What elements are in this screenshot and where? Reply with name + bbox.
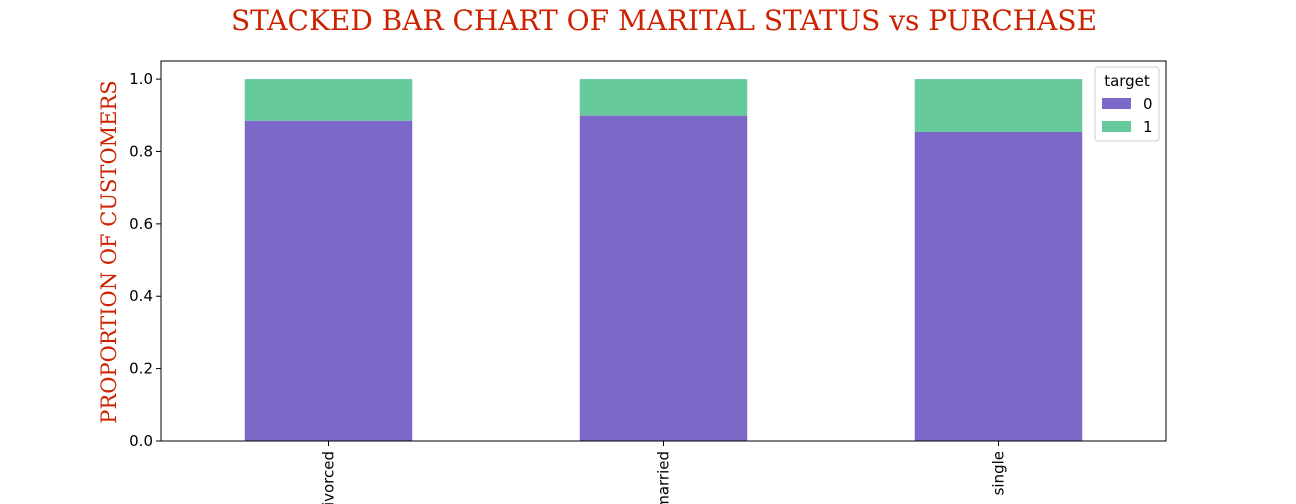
y-tick-label: 0.6 (129, 215, 153, 233)
y-ticks-group: 0.0 0.2 0.4 0.6 0.8 1.0 (129, 70, 161, 450)
y-tick-label: 1.0 (129, 70, 153, 88)
bar-divorced-series-1 (244, 79, 413, 121)
y-tick-label: 0.0 (129, 432, 153, 450)
chart-title: STACKED BAR CHART OF MARITAL STATUS vs P… (231, 4, 1097, 37)
bar-married-series-1 (579, 79, 748, 116)
bar-single-series-1 (914, 79, 1083, 132)
x-ticks-group: divorced married single (320, 441, 1008, 504)
y-tick-label: 0.2 (129, 360, 153, 378)
y-axis-label: PROPORTION OF CUSTOMERS (97, 80, 121, 423)
bar-single-series-0 (914, 131, 1083, 441)
legend: target 0 1 (1094, 66, 1160, 142)
legend-label-1: 1 (1143, 118, 1153, 136)
y-tick-label: 0.4 (129, 287, 153, 305)
x-tick-label: divorced (320, 451, 338, 504)
bar-divorced-series-0 (244, 120, 413, 441)
legend-title: target (1104, 72, 1150, 90)
bar-married-series-0 (579, 115, 748, 442)
x-tick-label: single (990, 451, 1008, 495)
y-tick-label: 0.8 (129, 142, 153, 160)
bars-group (244, 79, 1083, 442)
x-tick-label: married (655, 451, 673, 504)
legend-swatch-1 (1102, 121, 1131, 132)
legend-swatch-0 (1102, 98, 1131, 109)
legend-label-0: 0 (1143, 95, 1153, 113)
plot-frame (160, 60, 1167, 442)
